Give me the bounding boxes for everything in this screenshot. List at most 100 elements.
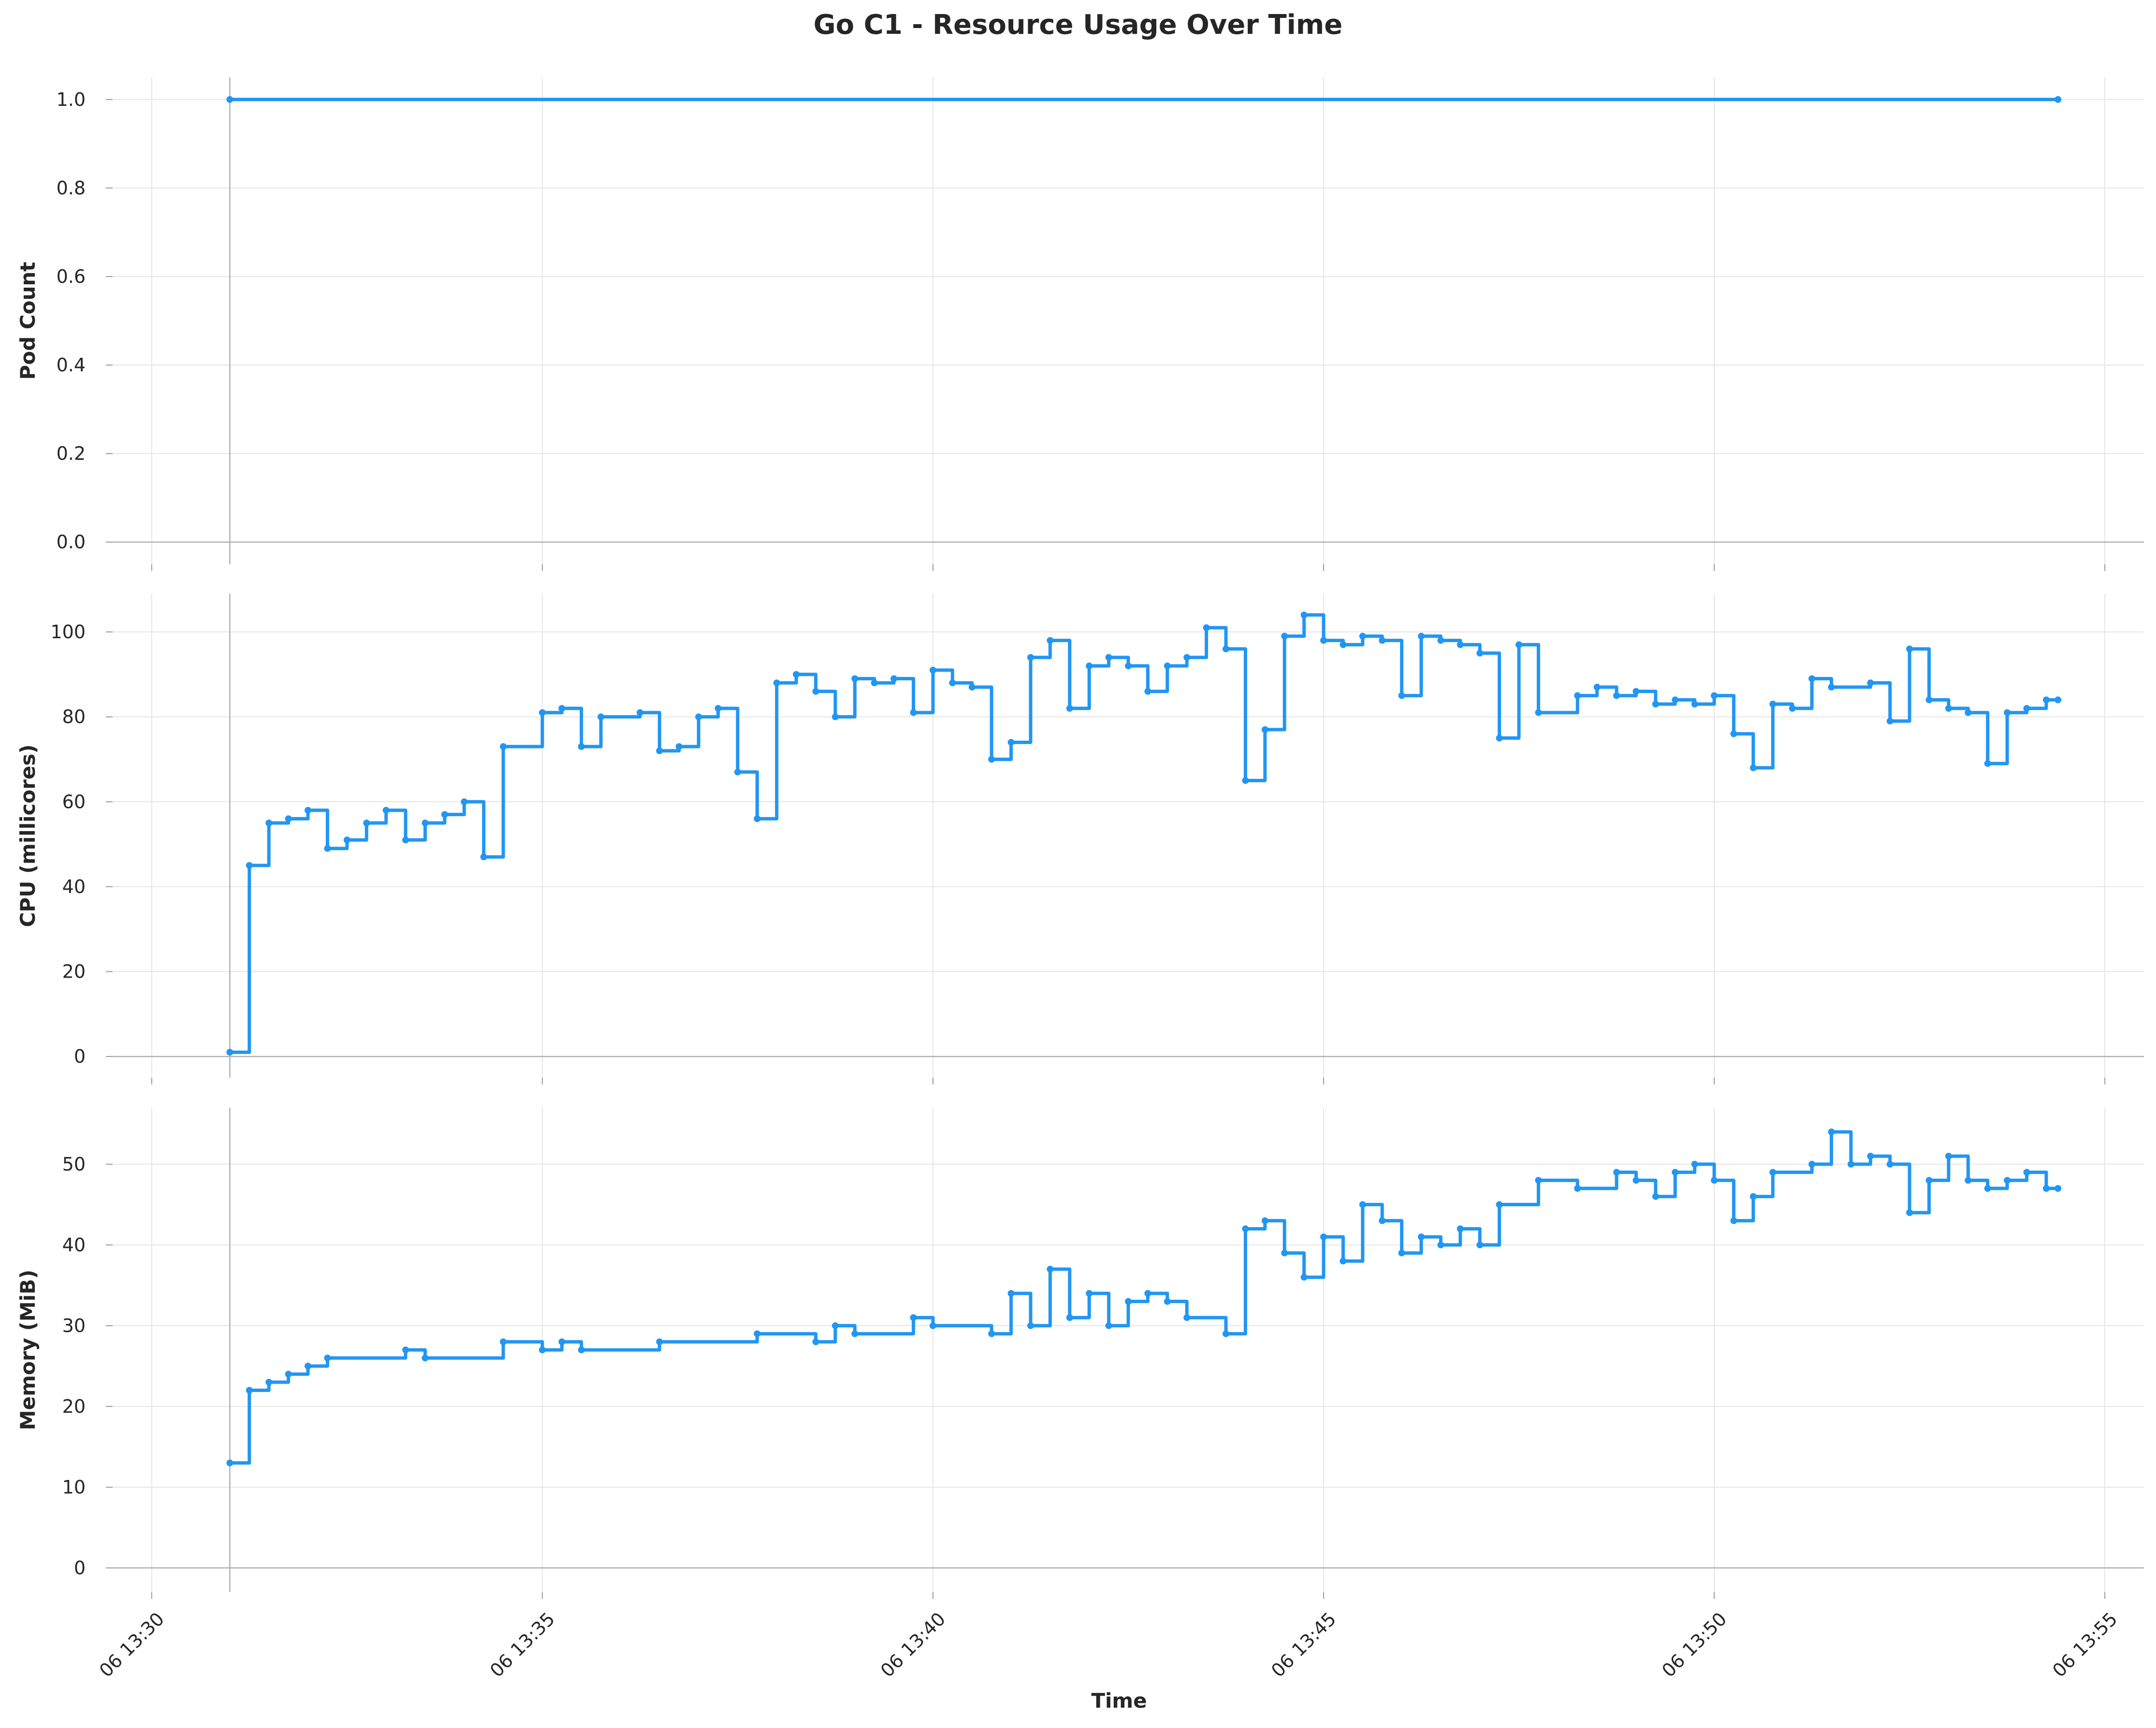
data-point — [558, 705, 566, 712]
data-point — [1300, 611, 1308, 618]
data-point — [1593, 684, 1601, 691]
data-point — [1144, 688, 1151, 695]
y-tick-label: 10 — [62, 1477, 86, 1498]
data-point — [1496, 734, 1503, 742]
data-point — [402, 1347, 409, 1353]
data-point — [714, 705, 722, 712]
data-point — [988, 1330, 995, 1337]
data-point — [1164, 662, 1171, 670]
data-point — [1749, 1193, 1757, 1200]
y-tick-label: 1.0 — [57, 89, 86, 110]
data-point — [324, 1354, 331, 1362]
data-point — [871, 679, 878, 687]
data-point — [226, 96, 233, 103]
data-point — [1437, 637, 1444, 644]
x-tick-label: 06 13:40 — [876, 1608, 949, 1681]
data-point — [1047, 637, 1054, 644]
data-point — [1886, 1160, 1894, 1168]
data-point — [558, 1338, 566, 1346]
data-point — [734, 768, 741, 776]
panel-2: 0 20 40 60 80 100 CPU (millicores) — [16, 594, 2144, 1084]
data-point — [851, 675, 859, 682]
data-point — [1223, 645, 1230, 653]
data-point — [422, 820, 429, 827]
data-point — [1906, 1209, 1913, 1216]
data-point — [2023, 1169, 2030, 1176]
y-axis-label: CPU (millicores) — [16, 744, 40, 927]
data-point — [656, 747, 663, 754]
data-point — [812, 688, 819, 695]
data-point — [1007, 739, 1015, 746]
y-tick-label: 0.0 — [57, 531, 86, 553]
series-line — [228, 1130, 2060, 1465]
data-point — [539, 709, 546, 716]
data-point — [1027, 1322, 1034, 1329]
data-point — [1320, 1233, 1327, 1241]
y-tick-label: 0.2 — [57, 443, 86, 464]
data-point — [754, 815, 761, 822]
data-point — [1261, 1217, 1268, 1224]
data-point — [1496, 1201, 1503, 1208]
y-tick-label: 40 — [62, 1234, 86, 1256]
data-point — [1398, 1249, 1405, 1257]
data-point — [285, 815, 292, 822]
data-point — [1047, 1266, 1054, 1273]
data-point — [1749, 764, 1757, 772]
data-point — [1769, 701, 1777, 708]
data-point — [1242, 1225, 1249, 1232]
data-point — [2023, 705, 2030, 712]
data-point — [1984, 760, 1991, 767]
data-point — [636, 709, 643, 716]
data-point — [1105, 1322, 1112, 1329]
data-point — [1613, 1169, 1620, 1176]
data-point — [2054, 696, 2062, 703]
y-tick-label: 30 — [62, 1315, 86, 1336]
data-point — [929, 1322, 936, 1329]
data-point — [246, 1387, 253, 1394]
data-point — [226, 1459, 233, 1466]
x-tick-label: 06 13:45 — [1267, 1608, 1340, 1681]
data-point — [1691, 701, 1698, 708]
data-point — [1144, 1290, 1151, 1297]
data-point — [305, 1362, 312, 1370]
data-point — [1476, 649, 1484, 657]
data-point — [1105, 654, 1112, 661]
data-point — [1418, 1233, 1425, 1241]
data-point — [1711, 692, 1718, 699]
data-point — [1261, 726, 1268, 733]
data-point — [1652, 701, 1659, 708]
data-point — [500, 1338, 507, 1346]
data-point — [929, 667, 936, 674]
data-point — [305, 806, 312, 814]
y-tick-label: 40 — [62, 876, 86, 897]
y-tick-label: 0.4 — [57, 354, 86, 376]
data-point — [1476, 1241, 1484, 1248]
data-point — [1828, 1128, 1835, 1136]
data-point — [910, 1314, 917, 1321]
x-axis-label: Time — [1091, 1689, 1147, 1713]
data-point — [1125, 1298, 1132, 1305]
data-point — [812, 1338, 819, 1346]
data-point — [343, 836, 350, 844]
data-point — [1437, 1241, 1444, 1248]
data-point — [988, 756, 995, 763]
data-point — [1789, 705, 1796, 712]
data-point — [382, 806, 390, 814]
data-point — [831, 1322, 839, 1329]
data-point — [461, 798, 468, 805]
data-point — [1925, 696, 1933, 703]
data-point — [480, 853, 487, 861]
data-point — [500, 743, 507, 750]
data-point — [1808, 1160, 1816, 1168]
data-point — [1320, 637, 1327, 644]
data-point — [1632, 688, 1640, 695]
data-point — [1300, 1274, 1308, 1281]
data-point — [265, 1378, 273, 1386]
data-point — [1281, 1249, 1288, 1257]
x-tick-label: 06 13:50 — [1658, 1608, 1731, 1681]
data-point — [968, 684, 976, 691]
data-point — [1418, 632, 1425, 640]
data-point — [1535, 1177, 1542, 1184]
x-tick-labels: 06 13:30 06 13:35 06 13:40 06 13:45 06 13:50… — [95, 1608, 2122, 1681]
